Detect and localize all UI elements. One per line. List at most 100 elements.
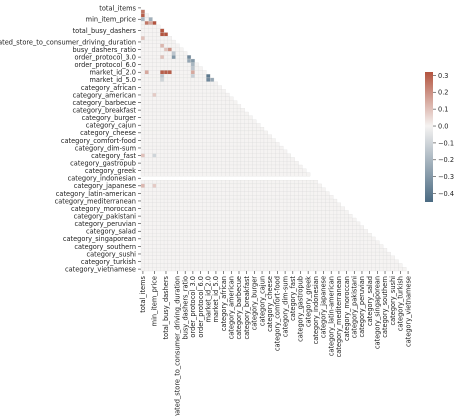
heatmap-cell <box>379 248 384 253</box>
heatmap-cell <box>221 134 226 139</box>
column-tick-label: category_vietnamese <box>404 276 412 347</box>
heatmap-cell <box>298 214 303 219</box>
heatmap-cell <box>252 172 257 177</box>
heatmap-cell <box>194 229 199 234</box>
heatmap-cell <box>175 221 180 226</box>
heatmap-cell <box>179 111 184 116</box>
heatmap-cell <box>290 168 295 173</box>
heatmap-cell <box>183 134 188 139</box>
heatmap-cell <box>283 251 288 256</box>
heatmap-cell <box>244 183 249 188</box>
heatmap-cell <box>156 51 161 56</box>
heatmap-cell <box>190 115 195 120</box>
heatmap-cell <box>160 134 165 139</box>
heatmap-cell <box>221 229 226 234</box>
heatmap-cell <box>175 138 180 143</box>
heatmap-cell <box>263 202 268 207</box>
colorbar-tick-label: −0.4 <box>438 190 454 198</box>
heatmap-cell <box>179 244 184 249</box>
heatmap-cell <box>240 145 245 150</box>
heatmap-cell <box>352 244 357 249</box>
heatmap-cell <box>340 229 345 234</box>
heatmap-cell <box>148 142 153 147</box>
heatmap-cell <box>240 168 245 173</box>
row-tick-label: category_turkish <box>81 258 136 266</box>
heatmap-cell <box>221 210 226 215</box>
row-tick-label: order_protocol_6.0 <box>74 61 136 69</box>
heatmap-cell <box>186 244 192 249</box>
heatmap-cell <box>202 134 207 139</box>
column-tick-label: category_japanese <box>320 276 328 338</box>
heatmap-cell <box>240 221 245 226</box>
heatmap-cell <box>210 248 215 253</box>
heatmap-cell <box>140 119 145 124</box>
heatmap-cell <box>356 267 361 272</box>
row-tick-label: category_cajun <box>86 122 136 130</box>
heatmap-cell <box>175 85 180 90</box>
heatmap-cell <box>202 77 207 82</box>
heatmap-cell <box>140 217 145 222</box>
heatmap-cell <box>333 248 338 253</box>
heatmap-cell <box>321 251 326 256</box>
heatmap-cell <box>290 263 295 268</box>
heatmap-cell <box>156 233 161 238</box>
heatmap-cell <box>156 198 161 203</box>
heatmap-cell <box>229 100 234 105</box>
heatmap-cell <box>279 244 284 249</box>
heatmap-cell <box>152 206 157 211</box>
heatmap-cell <box>217 236 222 241</box>
heatmap-cell <box>186 263 192 268</box>
heatmap-cell <box>210 217 215 222</box>
heatmap-cell <box>194 66 199 71</box>
heatmap-cell <box>194 70 199 75</box>
heatmap-cell <box>148 164 153 169</box>
heatmap-cell <box>148 240 153 245</box>
heatmap-cell <box>321 195 326 200</box>
heatmap-cell <box>329 195 334 200</box>
heatmap-cell <box>309 198 315 203</box>
heatmap-cell <box>233 100 238 105</box>
heatmap-cell <box>152 217 157 222</box>
heatmap-cell <box>206 89 211 94</box>
heatmap-cell <box>140 187 145 192</box>
heatmap-cell <box>186 81 192 86</box>
heatmap-cell <box>190 149 195 154</box>
heatmap-cell <box>248 153 253 158</box>
column-tick-labels: total_items min_item_price total_busy_dash… <box>139 271 412 420</box>
heatmap-cell <box>148 210 153 215</box>
heatmap-cell <box>302 206 307 211</box>
heatmap-cell <box>198 149 203 154</box>
heatmap-cell <box>190 191 195 196</box>
heatmap-cell <box>267 259 272 264</box>
heatmap-cell <box>210 210 215 215</box>
heatmap-cell <box>283 183 288 188</box>
heatmap-cell <box>252 221 257 226</box>
heatmap-cell <box>186 89 192 94</box>
heatmap-cell <box>306 233 311 238</box>
heatmap-cell <box>321 214 326 219</box>
heatmap-cell <box>263 187 268 192</box>
heatmap-cell <box>286 248 291 253</box>
heatmap-cell <box>263 233 268 238</box>
heatmap-cell <box>317 202 322 207</box>
heatmap-cell <box>325 248 330 253</box>
heatmap-cell <box>236 127 242 132</box>
heatmap-cell <box>309 195 315 200</box>
heatmap-cell <box>206 229 211 234</box>
heatmap-cell <box>144 157 149 162</box>
heatmap-cell <box>225 251 230 256</box>
heatmap-cell <box>248 195 253 200</box>
heatmap-cell <box>229 191 234 196</box>
heatmap-cell <box>325 267 330 272</box>
heatmap-cell <box>221 251 226 256</box>
heatmap-cell <box>171 100 176 105</box>
heatmap-cell <box>140 225 145 230</box>
heatmap-cell <box>160 195 165 200</box>
heatmap-cell <box>233 195 238 200</box>
heatmap-cell <box>313 248 318 253</box>
heatmap-cell <box>286 202 291 207</box>
heatmap-cell <box>233 229 238 234</box>
heatmap-cell <box>206 202 211 207</box>
heatmap-cell <box>306 206 311 211</box>
